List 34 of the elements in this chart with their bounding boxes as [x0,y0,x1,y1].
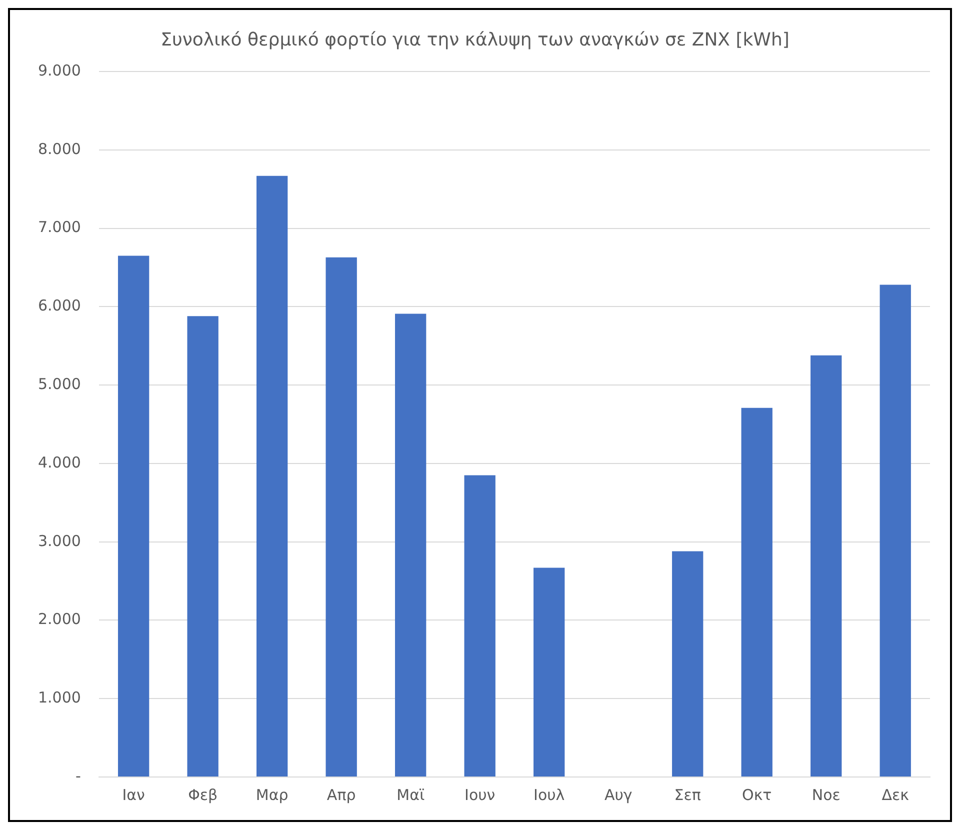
x-tick-label: Ιουν [464,786,496,804]
bar [741,408,772,776]
x-tick-label: Φεβ [188,786,218,804]
y-tick-label: 9.000 [38,61,81,80]
x-tick-label: Ιουλ [534,786,565,804]
x-tick-label: Δεκ [882,786,910,804]
x-tick-label: Μαρ [256,786,288,804]
x-tick-label: Οκτ [742,786,772,804]
bar [880,284,911,776]
y-tick-label: 2.000 [38,610,81,628]
y-tick-label: 6.000 [38,296,81,315]
y-tick-label: 7.000 [38,218,81,236]
bar [464,475,496,776]
bar [395,314,426,776]
bar [672,551,704,776]
bar [256,176,288,776]
x-tick-label: Απρ [326,786,356,804]
y-tick-label: 5.000 [38,375,81,393]
bar [187,316,218,776]
x-tick-label: Σεπ [674,786,701,804]
bar [810,355,842,776]
x-tick-label: Αυγ [604,786,632,804]
x-tick-label: Μαϊ [396,786,425,804]
x-tick-label: Ιαν [122,786,145,804]
y-tick-label: - [76,766,81,785]
x-tick-label: Νοε [812,786,840,804]
y-tick-label: 8.000 [38,140,81,158]
bar [534,568,565,776]
y-tick-label: 1.000 [38,688,81,707]
bar [326,257,357,776]
bar [118,256,150,776]
y-tick-label: 4.000 [38,453,81,472]
chart-title: Συνολικό θερμικό φορτίο για την κάλυψη των αναγκών σε ZNX [kWh] [160,29,790,50]
y-tick-label: 3.000 [38,532,81,550]
